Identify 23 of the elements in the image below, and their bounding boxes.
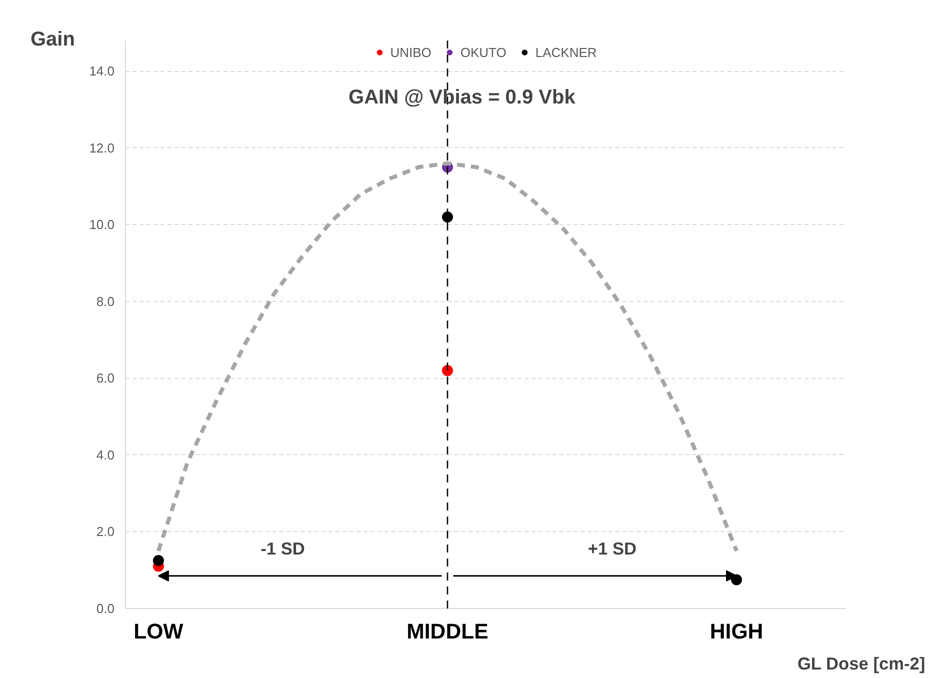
x-axis-title: GL Dose [cm-2] — [797, 654, 926, 674]
y-tick-label: 12.0 — [89, 140, 115, 156]
text: GAIN @ Vbias = 0.9 Vbk — [348, 86, 576, 109]
legend-label: UNIBO — [390, 44, 432, 60]
x-tick-label: MIDDLE — [406, 620, 488, 644]
annotation: +1 SD — [588, 538, 637, 559]
line-series — [156, 161, 739, 553]
legend-label: LACKNER — [535, 44, 597, 60]
y-tick-label: 10.0 — [89, 217, 115, 232]
point — [442, 212, 453, 223]
annotation: -1 SD — [260, 538, 305, 559]
y-tick-label: 6.0 — [96, 370, 115, 386]
y-tick-label: 14.0 — [89, 64, 115, 79]
x-tick-label: LOW — [134, 620, 184, 644]
x-tick-label: HIGH — [710, 620, 764, 644]
legend-label: OKUTO — [460, 44, 506, 60]
point — [152, 555, 164, 566]
y-tick-label: 8.0 — [96, 294, 115, 309]
y-tick-label: 0.0 — [96, 601, 115, 616]
point — [442, 365, 453, 376]
y-tick-label: 2.0 — [96, 524, 115, 540]
y-axis-title: Gain — [30, 28, 75, 50]
y-tick-label: 4.0 — [96, 447, 115, 462]
